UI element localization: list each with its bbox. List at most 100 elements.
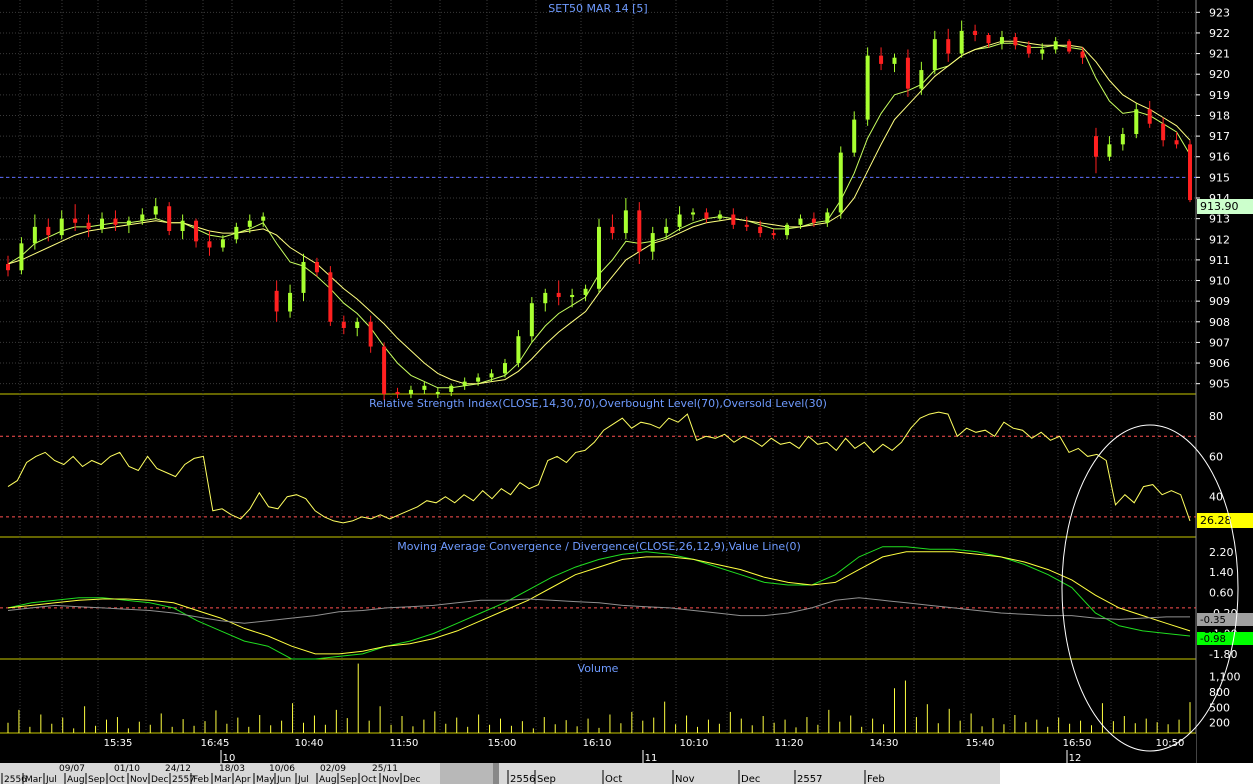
rsi-axis: 80 60 40 [1209,410,1223,504]
candle-body [704,212,709,219]
price-tick-label: 907 [1209,336,1230,349]
candle-body [623,210,628,234]
overview-blank [1000,763,1253,784]
rsi-last-value: 26.28 [1200,514,1232,527]
candle-body [126,220,131,225]
price-tick-label: 908 [1209,316,1230,329]
overview-month-label: Mar [25,775,42,784]
overview-month-label: Nov [130,775,148,784]
candle-body [973,30,978,36]
macd-tick-label: 0.60 [1209,587,1234,600]
candle-body [502,363,507,374]
candle-body [301,261,306,293]
day-band [0,750,1196,763]
chart-title: SET50 MAR 14 [5] [548,2,647,15]
price-panel[interactable] [0,20,1196,401]
volume-panel[interactable] [7,663,1191,733]
candle-body [395,391,400,394]
overview-month-label: Sep [88,775,105,784]
overview-month-label: Sep [340,775,357,784]
rsi-tick-label: 60 [1209,450,1223,463]
overview-month-label: Jul [45,775,57,784]
overview-splitter[interactable] [493,763,499,784]
candle-body [207,241,212,248]
rsi-tick-label: 40 [1209,491,1223,504]
candle-body [758,226,763,234]
macd-series-line [7,546,1191,660]
day-label: 12 [1069,753,1082,764]
time-label: 15:40 [966,738,995,749]
candle-body [691,212,696,215]
macd-series-line [7,551,1191,655]
macd-tick-label: 2.20 [1209,546,1234,559]
candle-body [1161,123,1166,141]
time-label: 15:00 [488,738,517,749]
annotation-ellipse[interactable] [1061,424,1239,752]
price-tick-label: 905 [1209,378,1230,391]
candle-body [1067,41,1072,52]
candle-body [986,35,991,44]
candle-body [879,55,884,64]
price-tick-label: 917 [1209,130,1230,143]
candle-body [811,218,816,223]
candle-body [355,321,360,328]
overview-scrollbar[interactable]: 09/07 01/10 24/12 18/03 10/06 02/09 25/112556M… [0,763,1253,784]
candle-body [100,218,105,229]
candle-body [328,272,333,322]
macd-signal-value: -1.00 [1200,625,1226,636]
candle-body [247,220,252,227]
candle-body [717,214,722,219]
overview-month-label: Mar [214,775,231,784]
overview-thumb-area[interactable] [440,763,498,784]
time-label: 16:10 [583,738,612,749]
last-price-badge: 913.90 [1197,199,1253,214]
overview-month-label: Dec [151,775,168,784]
candle-body [570,294,575,298]
candle-body [140,214,145,221]
macd-tick-label: 1.40 [1209,566,1234,579]
overview-month-label: May [256,775,275,784]
candle-body [1080,51,1085,58]
candle-body [341,321,346,328]
candle-body [1134,109,1139,135]
rsi-last-badge: 26.28 [1197,513,1253,528]
volume-axis: 1,100 800 500 200 [1209,670,1241,729]
candle-body [368,321,373,347]
overview-date-label: 10/06 [269,764,295,774]
rsi-panel[interactable] [0,411,1196,524]
volume-tick-label: 1,100 [1209,670,1241,683]
candle-body [838,152,843,213]
time-label: 16:50 [1063,738,1092,749]
macd-value-badges: -0.35 -0.98 -1.00 [1197,613,1253,645]
day-label: 11 [645,753,658,764]
overview-month-label: 2556 [510,774,535,784]
time-axis: 15:35 16:45 10:40 11:50 15:00 16:10 10:10 11:20… [0,734,1196,764]
candle-body [6,264,10,271]
candle-body [220,239,225,248]
overview-month-label: Aug [319,775,337,784]
candle-body [46,226,51,236]
candle-body [543,292,548,304]
overview-month-label: Jun [276,775,291,784]
overview-month-label: Sep [537,774,556,784]
price-tick-label: 923 [1209,6,1230,19]
candle-body [946,39,951,54]
candle-body [73,218,78,223]
volume-tick-label: 200 [1209,717,1230,730]
candle-body [1174,140,1179,145]
rsi-tick-label: 80 [1209,410,1223,423]
price-tick-label: 912 [1209,233,1230,246]
candle-body [476,377,481,382]
candle-body [113,218,118,225]
macd-panel[interactable] [0,546,1196,660]
candle-body [1040,49,1045,54]
candle-body [556,292,561,298]
overview-month-label: Feb [867,774,885,784]
price-tick-label: 915 [1209,171,1230,184]
macd-hist-value: -0.35 [1200,615,1226,626]
overview-month-label: Jul [297,775,309,784]
candle-body [583,288,588,295]
price-tick-label: 909 [1209,295,1230,308]
overview-month-label: Oct [361,775,377,784]
